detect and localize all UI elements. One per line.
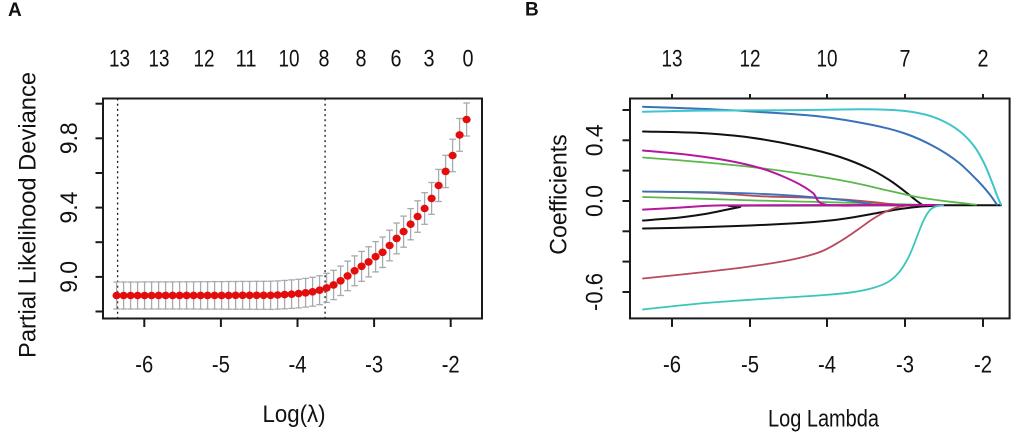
svg-text:12: 12 [194, 45, 215, 72]
svg-text:7: 7 [900, 45, 911, 72]
svg-text:-5: -5 [212, 351, 230, 378]
svg-text:0.0: 0.0 [582, 185, 609, 217]
svg-text:9.0: 9.0 [56, 261, 83, 293]
svg-text:Partial Likelihood Deviance: Partial Likelihood Deviance [15, 72, 42, 358]
svg-text:13: 13 [662, 45, 683, 72]
svg-text:-6: -6 [135, 351, 153, 378]
svg-text:12: 12 [740, 45, 761, 72]
svg-text:10: 10 [817, 45, 838, 72]
svg-text:A: A [8, 0, 22, 21]
svg-text:13: 13 [109, 45, 130, 72]
svg-text:6: 6 [391, 45, 402, 72]
svg-text:-4: -4 [289, 351, 307, 378]
svg-text:2: 2 [978, 45, 989, 72]
svg-text:13: 13 [149, 45, 170, 72]
svg-text:-2: -2 [442, 351, 460, 378]
svg-text:Log(λ): Log(λ) [263, 401, 326, 428]
svg-text:Coefficients: Coefficients [546, 134, 573, 255]
svg-text:0: 0 [463, 45, 474, 72]
svg-text:3: 3 [424, 45, 435, 72]
svg-text:-6: -6 [663, 351, 681, 378]
svg-text:11: 11 [236, 45, 257, 72]
svg-text:-3: -3 [896, 351, 914, 378]
svg-text:-3: -3 [365, 351, 383, 378]
svg-text:-0.6: -0.6 [582, 273, 609, 311]
svg-text:-2: -2 [974, 351, 992, 378]
svg-text:-5: -5 [741, 351, 759, 378]
svg-text:Log Lambda: Log Lambda [768, 406, 880, 433]
svg-text:9.4: 9.4 [56, 192, 83, 224]
svg-text:9.8: 9.8 [56, 122, 83, 154]
svg-text:0.4: 0.4 [582, 124, 609, 156]
svg-text:10: 10 [279, 45, 300, 72]
svg-text:-4: -4 [818, 351, 836, 378]
svg-text:8: 8 [356, 45, 367, 72]
svg-text:B: B [525, 0, 539, 21]
svg-text:8: 8 [319, 45, 330, 72]
